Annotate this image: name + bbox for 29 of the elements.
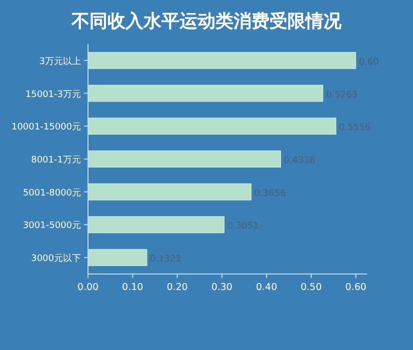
bar xyxy=(88,52,356,69)
x-tick-label: 0.60 xyxy=(345,282,366,293)
y-tick-label: 3万元以上 xyxy=(39,56,81,67)
bar xyxy=(88,183,252,200)
y-tick-label: 15001-3万元 xyxy=(25,88,81,100)
y-tick-label: 3000元以下 xyxy=(31,253,81,264)
data-label: 0.3656 xyxy=(254,188,286,199)
data-label: 0.4318 xyxy=(284,156,316,166)
bar xyxy=(88,150,282,168)
y-tick-label: 10001-15000元 xyxy=(11,122,81,133)
x-tick-label: 0.30 xyxy=(211,282,232,293)
data-label: 0.5263 xyxy=(326,90,358,100)
bar xyxy=(88,84,324,102)
data-label: 0.1321 xyxy=(150,254,182,265)
data-label: 0.60 xyxy=(358,57,380,68)
y-tick-label: 3001-5000元 xyxy=(22,220,81,232)
bar xyxy=(88,216,224,234)
data-label: 0.5556 xyxy=(339,123,371,134)
x-tick-label: 0.50 xyxy=(300,282,322,293)
bar xyxy=(88,118,336,135)
bar xyxy=(88,249,148,266)
y-tick-label: 8001-1万元 xyxy=(31,154,81,166)
data-label: 0.3051 xyxy=(227,222,259,232)
x-tick-label: 0.40 xyxy=(256,282,278,293)
y-tick-label: 5001-8000元 xyxy=(22,187,81,198)
x-tick-label: 0.20 xyxy=(166,282,188,293)
x-tick-label: 0.10 xyxy=(122,282,144,293)
x-tick-label: 0.00 xyxy=(77,282,99,293)
chart-title: 不同收入水平运动类消费受限情况 xyxy=(70,11,342,32)
